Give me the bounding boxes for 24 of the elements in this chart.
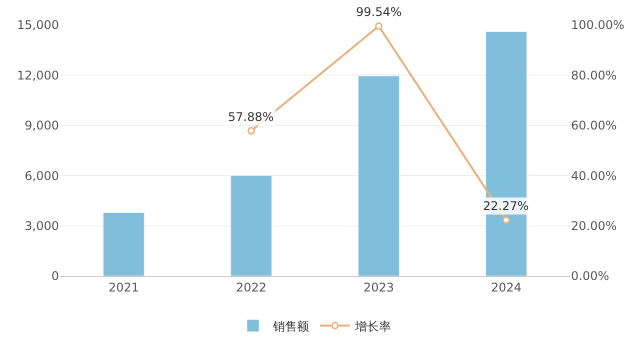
- y2-tick-label: 60.00%: [571, 118, 617, 133]
- y2-tick-label: 100.00%: [571, 18, 624, 32]
- y-tick-label: 3,000: [24, 219, 59, 233]
- y-tick-label: 12,000: [17, 68, 59, 82]
- y2-tick-label: 20.00%: [571, 219, 617, 233]
- y2-tick-label: 0.00%: [571, 269, 610, 284]
- x-tick-label: 2021: [108, 280, 140, 294]
- x-tick-label: 2022: [236, 280, 267, 294]
- point: [248, 126, 255, 134]
- y-tick-label: 6,000: [24, 168, 59, 183]
- y-tick-label: 15,000: [17, 18, 59, 32]
- x-tick-label: 2023: [363, 280, 394, 294]
- legend-label: 销售额: [272, 319, 309, 334]
- point: [375, 22, 382, 30]
- data-label: 57.88%: [228, 110, 274, 124]
- data-label: 99.54%: [356, 5, 402, 19]
- y2-tick-label: 40.00%: [571, 168, 617, 183]
- y-tick-label: 9,000: [24, 118, 59, 133]
- data-label: 22.27%: [483, 199, 529, 213]
- y2-tick-label: 80.00%: [571, 68, 617, 82]
- x-tick-label: 2024: [490, 280, 522, 294]
- legend-label: 增长率: [354, 319, 391, 334]
- point: [502, 216, 510, 224]
- y-tick-label: 0: [51, 269, 59, 284]
